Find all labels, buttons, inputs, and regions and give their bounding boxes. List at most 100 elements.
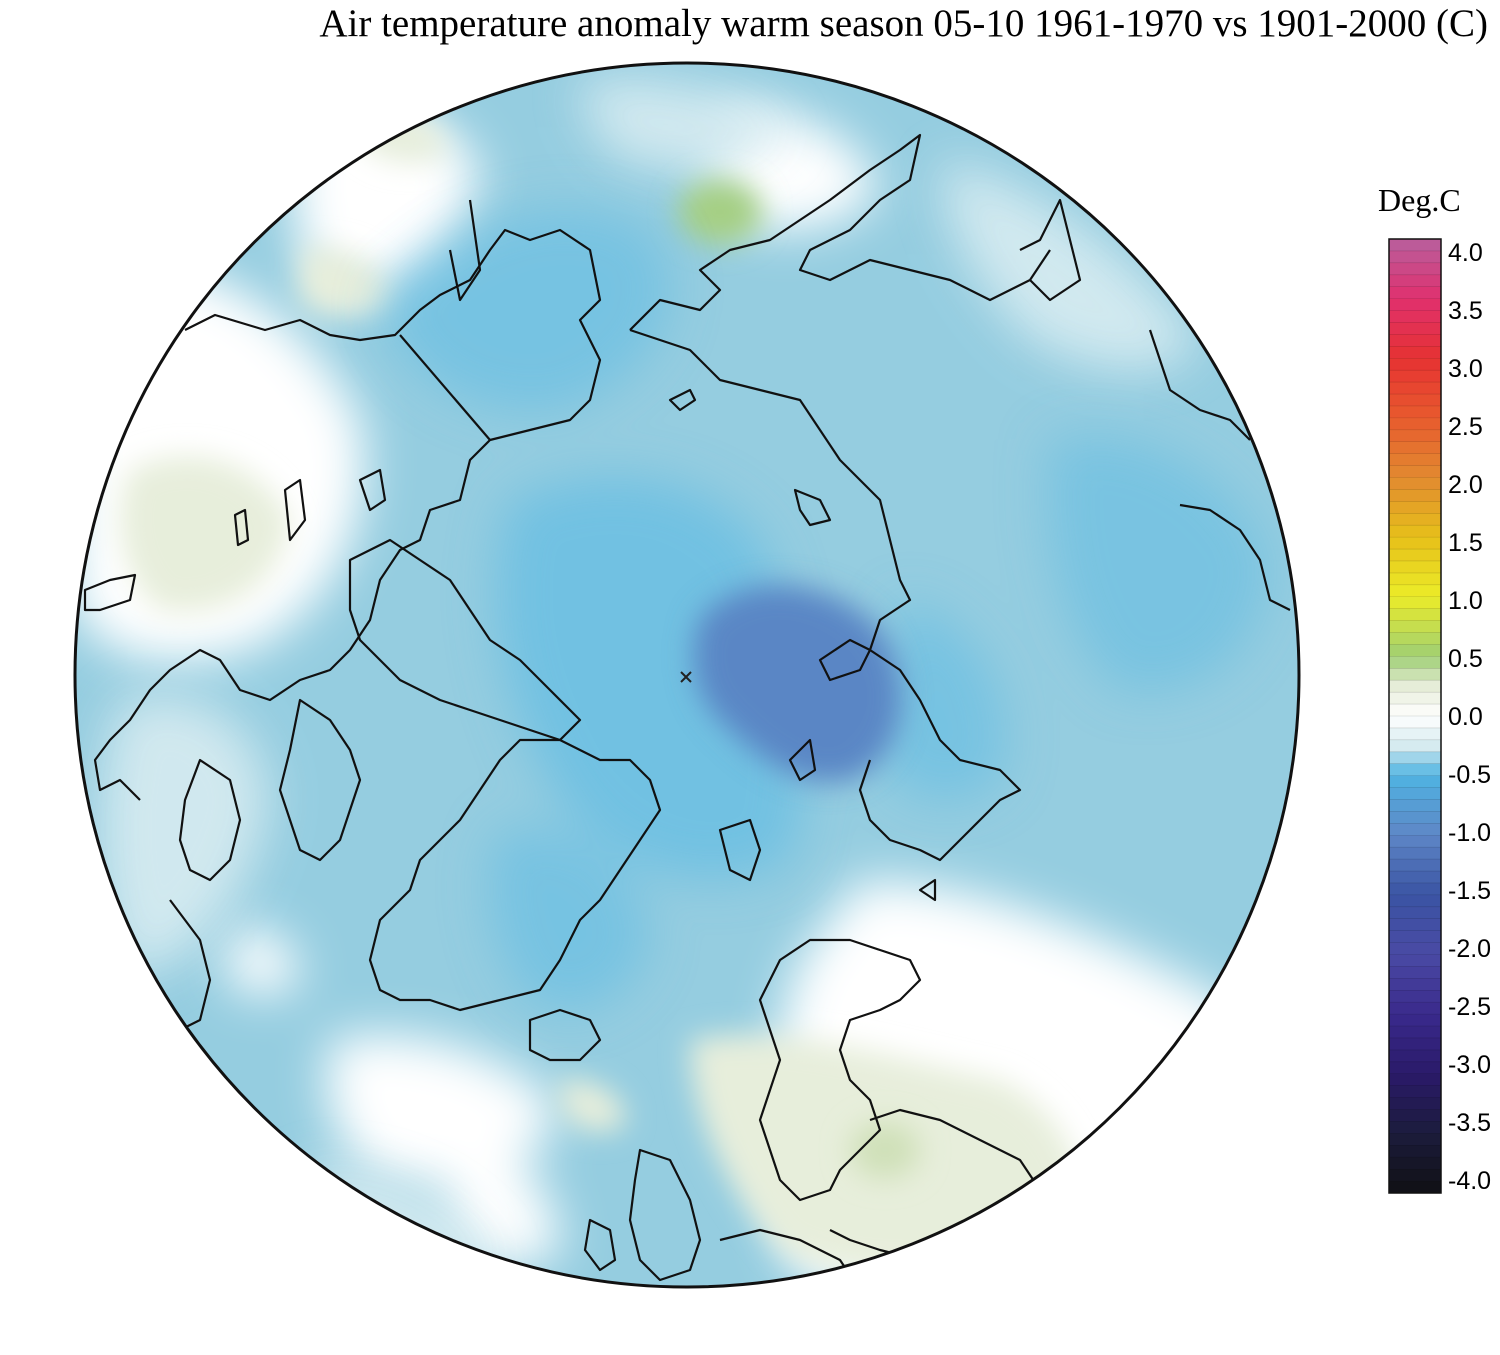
- light-blue-zone-pacific: [580, 77, 790, 170]
- color-scale-band: [1389, 847, 1441, 860]
- legend-tick-label: 3.0: [1448, 355, 1483, 383]
- pale-green-zone-atlantic: [560, 1079, 626, 1133]
- color-scale-band: [1389, 1073, 1441, 1087]
- legend-tick-label: -4.0: [1448, 1167, 1492, 1195]
- color-scale-band: [1389, 954, 1441, 967]
- coastline-island-a: [358, 468, 387, 512]
- coastline-baffin: [278, 698, 362, 862]
- color-scale-band: [1389, 1121, 1441, 1134]
- coastline-siberia: [629, 328, 1022, 862]
- legend-tick-label: 1.0: [1448, 587, 1483, 615]
- color-scale-band: [1389, 310, 1441, 323]
- color-scale-band: [1389, 453, 1441, 466]
- coastline-ireland: [583, 1218, 617, 1272]
- color-scale-band: [1389, 906, 1441, 920]
- pale-green-zone-north: [300, 248, 390, 315]
- coastline-scandinavia: [758, 938, 922, 1202]
- legend-tick-label: 1.5: [1448, 529, 1483, 557]
- coastline-iceland: [528, 1008, 602, 1062]
- color-scale-band: [1389, 656, 1441, 669]
- color-scale-band: [1389, 739, 1441, 753]
- coastline-alaska-west: [448, 199, 482, 302]
- color-scale-band: [1389, 489, 1441, 502]
- coastline-kamchatka: [1019, 198, 1082, 302]
- color-scale-band: [1389, 823, 1441, 836]
- pale-green-zone-alaska: [120, 456, 290, 612]
- color-scale-band: [1389, 298, 1441, 311]
- color-scale-band: [1389, 441, 1441, 455]
- color-scale-band: [1389, 1181, 1441, 1194]
- legend-tick-label: -3.5: [1448, 1109, 1492, 1137]
- border-alaska-canada: [399, 334, 491, 441]
- light-blue-zone-canada: [98, 694, 270, 980]
- color-scale-band: [1389, 894, 1441, 908]
- mid-blue-zone-arctic: [496, 476, 805, 880]
- color-scale-band: [1389, 560, 1441, 574]
- negative-anomaly-core: [694, 585, 902, 782]
- color-scale-band: [1389, 572, 1441, 586]
- coastline-franz-josef: [788, 738, 817, 782]
- color-scale-band: [1389, 871, 1441, 884]
- color-scale-band: [1389, 274, 1441, 288]
- coastline-sakhalin: [1179, 503, 1291, 611]
- color-scale-band: [1389, 584, 1441, 598]
- color-scale-bar: [1388, 238, 1442, 1194]
- color-scale-band: [1389, 417, 1441, 431]
- color-scale-band: [1389, 513, 1441, 526]
- color-scale-band: [1389, 799, 1441, 812]
- mid-blue-zone-siberia: [1047, 436, 1270, 692]
- map-boundary-circle: [73, 61, 1301, 1289]
- color-scale-band: [1389, 262, 1441, 276]
- color-scale-band: [1389, 537, 1441, 550]
- color-scale-band: [1389, 1002, 1441, 1015]
- coastline-aleutians: [83, 573, 137, 612]
- neutral-zone-labrador: [225, 928, 300, 995]
- legend-title: Deg.C: [1378, 182, 1461, 218]
- coastline-svalbard: [718, 818, 762, 882]
- positive-anomaly-bering: [678, 180, 762, 244]
- color-scale-band: [1389, 775, 1441, 788]
- legend-tick-label: -2.0: [1448, 935, 1492, 963]
- color-scale-band: [1389, 1145, 1441, 1158]
- color-scale-band: [1389, 632, 1441, 645]
- color-scale-band: [1389, 1061, 1441, 1075]
- color-scale-band: [1389, 727, 1441, 741]
- color-scale-band: [1389, 620, 1441, 633]
- color-scale-band: [1389, 286, 1441, 300]
- mid-blue-zone-kara: [870, 600, 1006, 801]
- map-field: [75, 63, 1299, 1287]
- legend-tick-label: 2.5: [1448, 413, 1483, 441]
- color-scale-band: [1389, 346, 1441, 359]
- coastline-labrador: [169, 899, 212, 1031]
- legend-tick-label: 0.0: [1448, 703, 1483, 731]
- color-scale-band: [1389, 525, 1441, 538]
- color-scale-band: [1389, 1026, 1441, 1039]
- color-scale-band: [1389, 859, 1441, 872]
- color-scale-band: [1389, 763, 1441, 777]
- color-scale-band: [1389, 250, 1441, 264]
- color-scale-band: [1389, 549, 1441, 562]
- positive-anomaly-europe: [850, 1122, 920, 1178]
- color-scale-band: [1389, 429, 1441, 443]
- color-scale-band: [1389, 1109, 1441, 1122]
- color-scale-band: [1389, 596, 1441, 610]
- coastline-north-america: [93, 228, 602, 801]
- color-scale-band: [1389, 644, 1441, 657]
- legend-tick-label: -3.0: [1448, 1051, 1492, 1079]
- color-scale-band: [1389, 358, 1441, 371]
- legend-tick-label: -1.5: [1448, 877, 1492, 905]
- color-scale-band: [1389, 501, 1441, 514]
- coastline-wrangel: [668, 388, 697, 412]
- mid-blue-zone-greenland: [489, 828, 650, 1011]
- coastline-new-siberian: [793, 488, 832, 527]
- legend-tick-label: 4.0: [1448, 239, 1483, 267]
- legend-tick-label: 2.0: [1448, 471, 1483, 499]
- color-scale-band: [1389, 751, 1441, 765]
- color-scale-band: [1389, 1097, 1441, 1110]
- color-scale-band: [1389, 835, 1441, 848]
- color-scale-band: [1389, 370, 1441, 383]
- coastline-great-britain: [628, 1148, 702, 1282]
- map-title: Air temperature anomaly warm season 05-1…: [319, 2, 1488, 45]
- color-scale-band: [1389, 882, 1441, 896]
- color-scale-band: [1389, 322, 1441, 335]
